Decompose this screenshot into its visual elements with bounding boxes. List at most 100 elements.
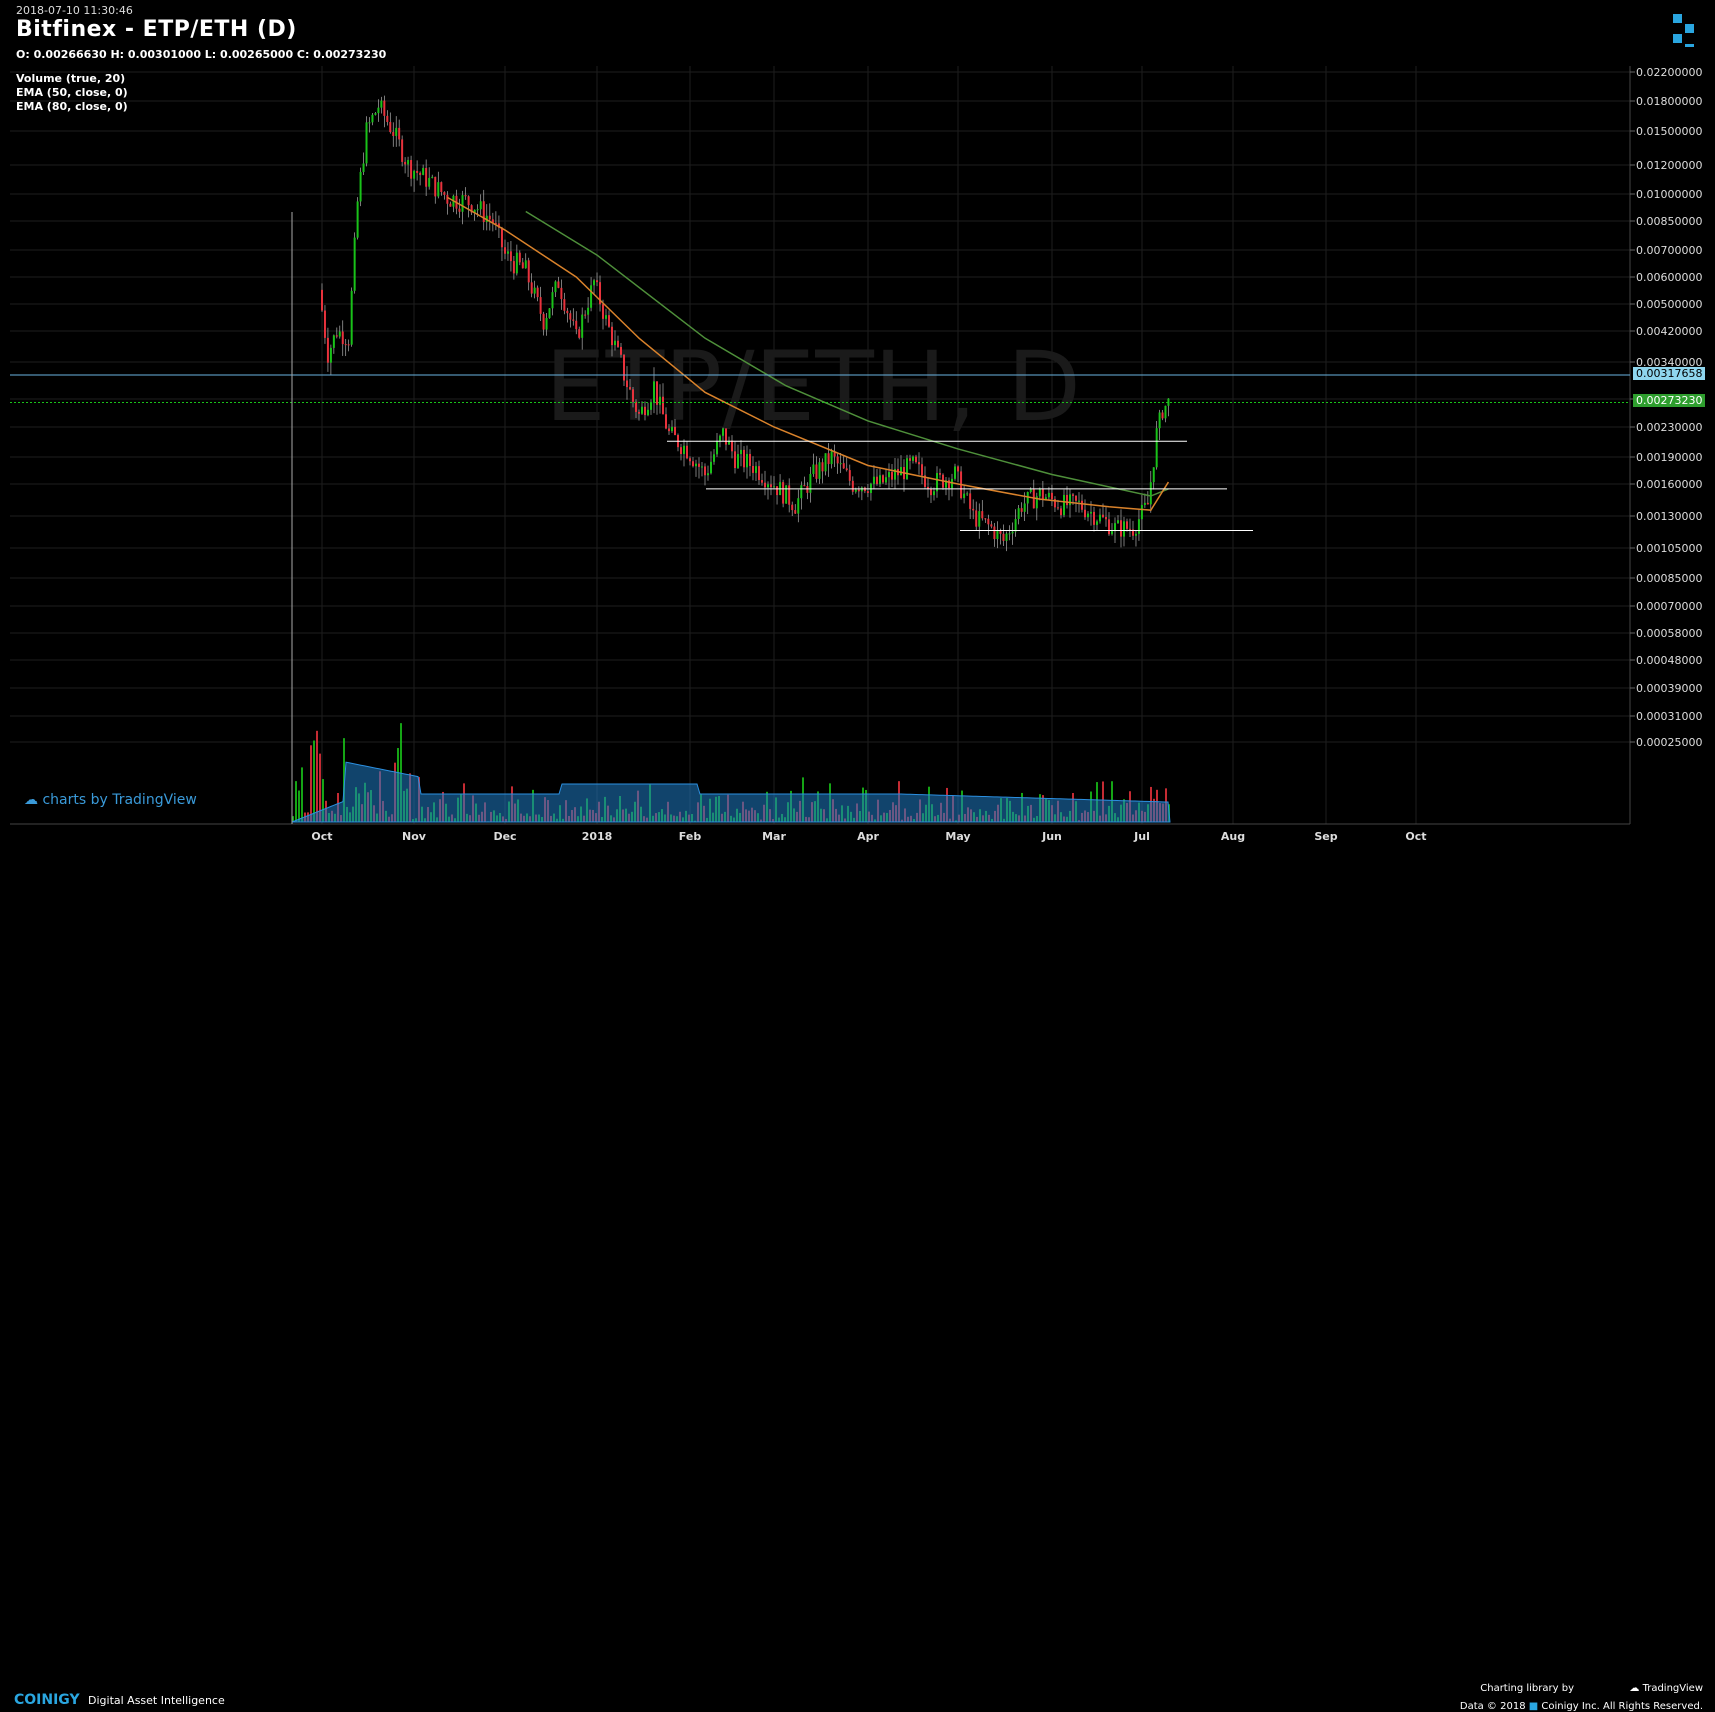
candle-body [635, 401, 637, 412]
volume-bar [292, 816, 294, 822]
candle-body [930, 489, 932, 496]
charts-by-label: charts by TradingView [42, 792, 197, 808]
candle-body [1155, 428, 1158, 468]
x-tick-label: Nov [402, 830, 427, 843]
indicator-volume[interactable]: Volume (true, 20) [16, 72, 126, 85]
y-tick-label: 0.00025000 [1636, 736, 1702, 749]
candle-body [866, 491, 869, 494]
y-tick-label: 0.01200000 [1636, 159, 1702, 172]
candle-body [869, 483, 872, 494]
candle-body [491, 219, 494, 223]
candle-body [509, 251, 512, 262]
candle-body [809, 473, 812, 493]
coinigy-brand[interactable]: COINIGY [14, 1692, 80, 1708]
candle-body [362, 163, 365, 172]
candle-body [590, 285, 593, 308]
candle-body [494, 222, 497, 224]
volume-bar [316, 730, 318, 822]
candle-body [791, 504, 794, 511]
candle-body [1014, 518, 1017, 532]
chart-header: 2018-07-10 11:30:46 Bitfinex - ETP/ETH (… [0, 0, 1715, 66]
candle-body [422, 167, 425, 175]
candle-body [888, 472, 890, 478]
candle-body [891, 472, 893, 480]
candle-body [461, 195, 464, 212]
candle-body [1146, 502, 1149, 505]
level-price-tag: 0.00317658 [1633, 366, 1706, 380]
indicator-ema80[interactable]: EMA (80, close, 0) [16, 100, 128, 113]
candle-body [993, 526, 996, 539]
volume-bar [310, 745, 312, 822]
candle-body [785, 485, 788, 504]
tradingview-badge[interactable]: ☁ charts by TradingView [24, 792, 197, 808]
x-tick-label: Oct [311, 830, 332, 843]
candle-body [374, 113, 377, 115]
cloud-icon: ☁ [1629, 1683, 1643, 1694]
candle-body [497, 223, 500, 228]
candle-body [680, 447, 682, 455]
candle-body [356, 201, 359, 238]
x-tick-label: Aug [1221, 830, 1245, 843]
x-tick-label: Mar [762, 830, 786, 843]
candle-body [521, 262, 524, 269]
chart-title: Bitfinex - ETP/ETH (D) [16, 17, 297, 42]
candle-body [761, 480, 763, 483]
candle-body [740, 449, 742, 455]
y-tick-label: 0.00085000 [1636, 572, 1702, 585]
candle-body [518, 252, 521, 263]
candle-body [500, 227, 503, 248]
x-tick-label: Dec [493, 830, 516, 843]
candle-body [626, 380, 628, 388]
indicator-ema50[interactable]: EMA (50, close, 0) [16, 86, 128, 99]
candle-body [671, 426, 673, 432]
candle-body [569, 313, 572, 320]
horizontal-levels[interactable] [10, 374, 1630, 532]
candle-body [773, 486, 775, 488]
candle-body [665, 414, 667, 429]
candle-body [335, 335, 338, 337]
candle-body [431, 176, 434, 178]
candle-body [692, 461, 694, 467]
candle-body [1060, 508, 1062, 516]
candle-body [845, 468, 848, 471]
candle-body [1023, 503, 1026, 512]
candle-body [1093, 511, 1095, 525]
candle-body [428, 177, 431, 187]
candle-body [1026, 491, 1029, 504]
candle-body [1029, 489, 1032, 492]
candle-body [371, 114, 374, 123]
candle-body [584, 314, 587, 316]
tradingview-label[interactable]: ☁ TradingView [1629, 1683, 1703, 1694]
candle-body [506, 251, 509, 254]
candle-body [476, 209, 479, 211]
candle-body [996, 530, 999, 539]
candle-body [689, 458, 691, 462]
x-tick-label: Jun [1041, 830, 1062, 843]
price-chart[interactable]: ETP/ETH, D 0.02200000 0.01800000 0.0150000… [0, 0, 1715, 874]
candle-body [566, 310, 569, 314]
candles [321, 95, 1170, 552]
candle-body [353, 237, 356, 291]
candle-body [554, 281, 557, 293]
candle-body [1072, 494, 1074, 496]
x-tick-label: 2018 [582, 830, 613, 843]
candle-body [999, 530, 1002, 534]
copyright: Data © 2018 ■ Coinigy Inc. All Rights Re… [1460, 1701, 1703, 1712]
time-axis[interactable]: Oct Nov Dec 2018 Feb Mar Apr May Jun Jul Aug Sep Oct [311, 830, 1426, 843]
candle-body [1152, 467, 1155, 483]
coinigy-mini-icon: ■ [1528, 1701, 1539, 1712]
candle-body [530, 282, 533, 294]
candle-body [854, 489, 857, 492]
candle-body [560, 287, 563, 300]
candle-body [458, 208, 461, 212]
price-axis[interactable]: 0.02200000 0.01800000 0.01500000 0.01200000… [1630, 66, 1702, 749]
candle-body [1075, 495, 1077, 501]
candle-body [797, 498, 800, 514]
x-tick-label: Sep [1314, 830, 1337, 843]
y-tick-label: 0.01000000 [1636, 188, 1702, 201]
candle-body [924, 475, 926, 487]
candle-body [1149, 482, 1152, 505]
candle-body [326, 337, 329, 363]
candle-body [536, 287, 539, 298]
y-tick-label: 0.00048000 [1636, 654, 1702, 667]
